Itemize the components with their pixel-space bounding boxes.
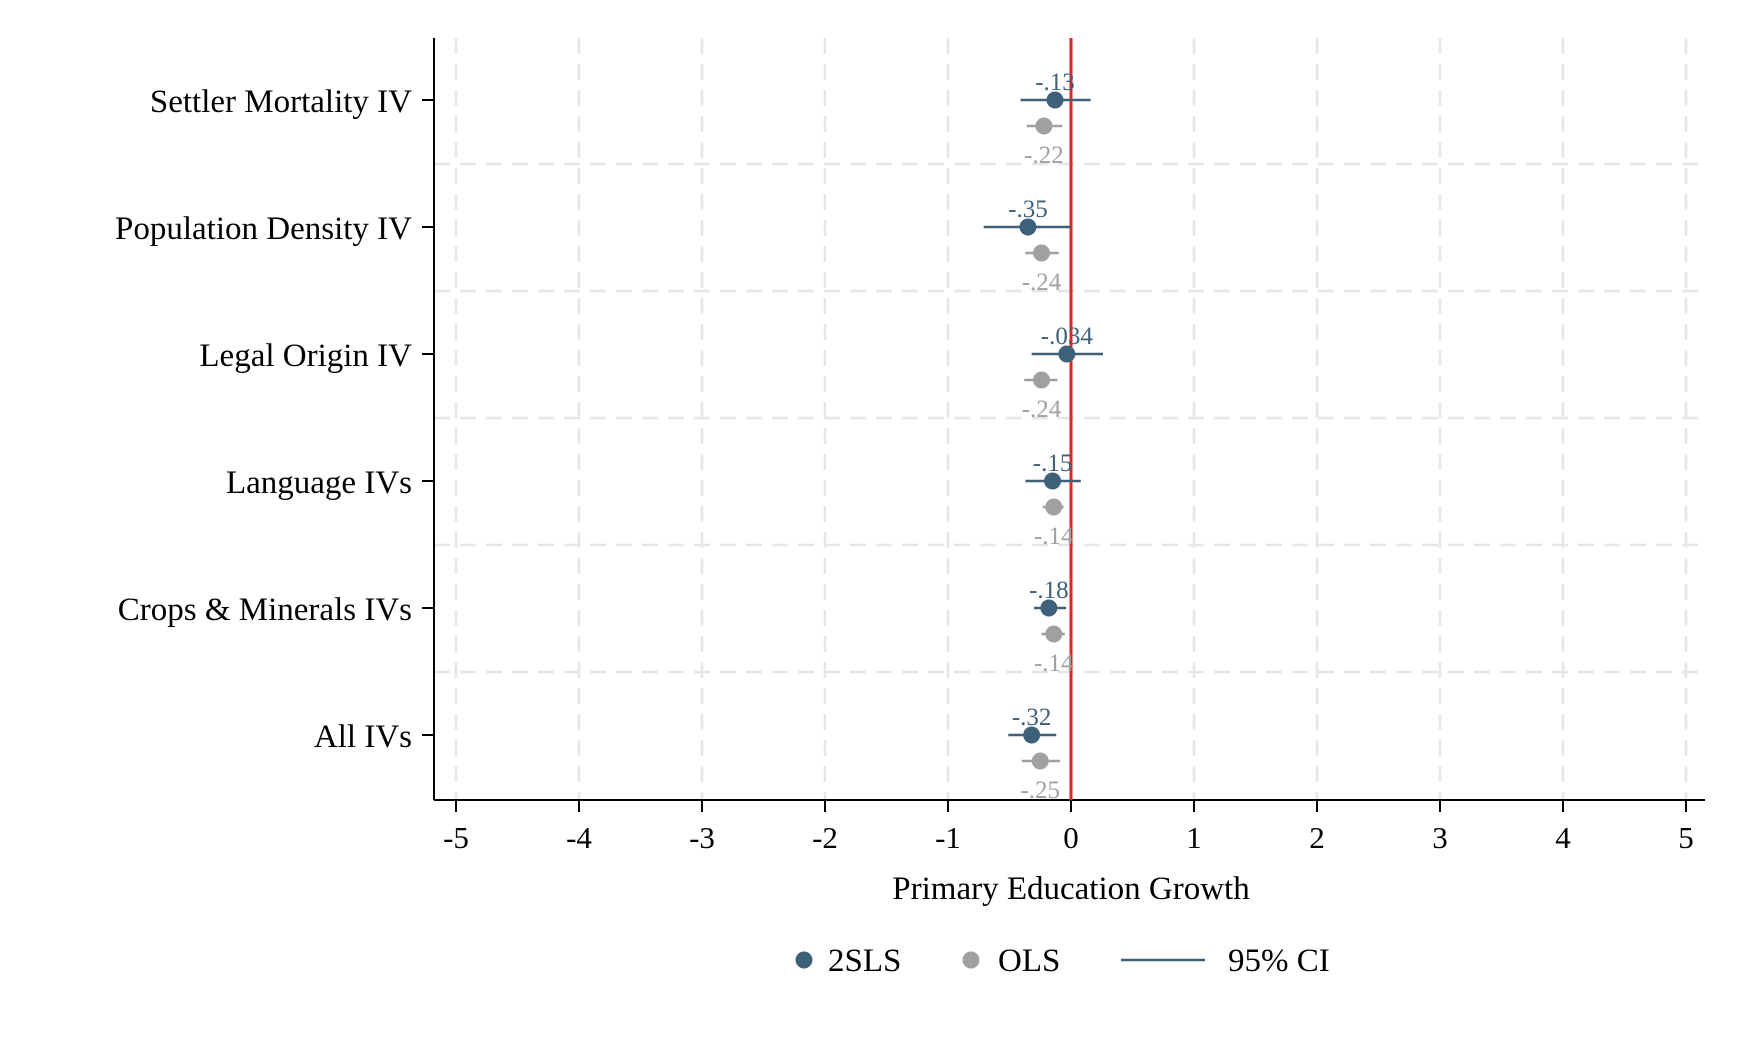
y-category-label: Legal Origin IV [199,338,412,374]
x-tick-label: -4 [566,820,592,855]
legend-label-ci: 95% CI [1228,943,1330,979]
y-category-label: All IVs [314,719,412,755]
x-tick-label: -2 [812,820,838,855]
y-category-label: Language IVs [226,465,412,501]
legend: 2SLS OLS 95% CI [795,943,1330,979]
value-label-ols: -.14 [1034,523,1074,550]
axes: -5 -4 -3 -2 -1 0 1 2 3 4 5 Settler Mortality IV Popu… [115,38,1705,855]
point-ols [1031,752,1049,770]
value-label-ols: -.24 [1022,396,1062,423]
point-2sls [1046,91,1064,109]
x-tick-label: 0 [1063,820,1079,855]
value-label-2sls: -.32 [1012,704,1052,731]
value-label-2sls: -.18 [1029,577,1069,604]
point-ols [1045,625,1063,643]
point-ols [1045,498,1063,516]
point-2sls [1023,726,1041,744]
legend-marker-ols [962,951,980,969]
y-category-label: Settler Mortality IV [150,84,412,120]
x-tick-label: 5 [1678,820,1694,855]
legend-label-ols: OLS [998,943,1060,979]
x-tick-label: 1 [1186,820,1202,855]
value-label-ols: -.22 [1024,142,1064,169]
y-category-label: Crops & Minerals IVs [118,592,412,628]
point-2sls [1044,472,1062,490]
y-category-label: Population Density IV [115,211,412,247]
point-2sls [1040,599,1058,617]
legend-label-2sls: 2SLS [828,943,901,979]
x-axis-label: Primary Education Growth [892,871,1250,907]
value-label-2sls: -.15 [1033,450,1073,477]
value-label-ols: -.25 [1020,777,1060,804]
x-tick-label: -1 [935,820,961,855]
x-tick-label: -3 [689,820,715,855]
point-2sls [1019,218,1037,236]
x-tick-label: -5 [443,820,469,855]
value-label-ols: -.24 [1022,269,1062,296]
value-label-2sls: -.034 [1041,323,1094,350]
value-label-2sls: -.35 [1008,196,1048,223]
value-label-2sls: -.13 [1035,69,1075,96]
point-2sls [1058,345,1076,363]
point-ols [1032,244,1050,262]
data-marks: -.13 -.35 -.034 -.15 -.18 -.32 -.22 -.24 -.24 -.1… [983,38,1103,804]
x-tick-label: 3 [1432,820,1448,855]
x-tick-label: 4 [1555,820,1571,855]
point-ols [1032,371,1050,389]
legend-marker-2sls [795,951,813,969]
value-label-ols: -.14 [1034,650,1074,677]
x-tick-label: 2 [1309,820,1325,855]
point-ols [1035,117,1053,135]
